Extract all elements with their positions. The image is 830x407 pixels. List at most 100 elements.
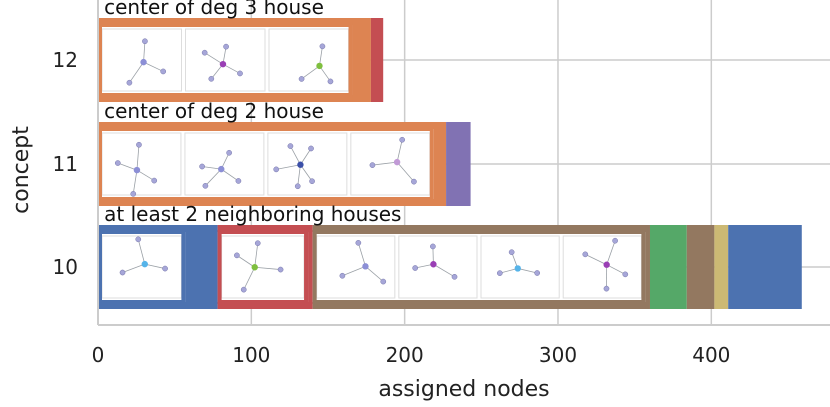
motif-panel <box>316 235 396 299</box>
motif-edge <box>357 242 366 267</box>
bar-segment <box>370 18 384 102</box>
motif-edge <box>365 266 384 282</box>
motif-frame-border <box>217 230 309 304</box>
motif-node <box>319 43 326 50</box>
motif-center-node <box>141 260 148 268</box>
motif-panel <box>101 132 182 196</box>
bar-segment <box>728 225 802 309</box>
motif-edge <box>606 264 626 275</box>
motif-node <box>142 38 148 45</box>
bar-annotation: center of deg 3 house <box>104 0 324 19</box>
x-tick-label: 300 <box>539 343 577 367</box>
x-tick-label: 100 <box>232 343 270 367</box>
motif-edge <box>319 46 323 66</box>
motif-center-node <box>316 62 323 70</box>
motif-node <box>119 269 126 276</box>
bar-10: at least 2 neighboring houses <box>98 202 802 309</box>
motif-edge <box>517 268 538 274</box>
motif-edge <box>606 240 616 265</box>
motif-edge <box>301 65 320 80</box>
motif-edge <box>433 263 455 278</box>
motif-node <box>126 79 133 86</box>
motif-frame-border <box>98 230 186 304</box>
motif-edge <box>117 162 138 171</box>
motif-panel <box>101 235 182 299</box>
motif-center-node <box>218 165 225 173</box>
motif-node <box>136 141 142 148</box>
x-axis-label: assigned nodes <box>378 377 549 402</box>
motif-node <box>582 251 589 258</box>
motif-node <box>612 237 618 244</box>
motif-edge <box>342 265 366 277</box>
motif-node <box>339 272 346 279</box>
motif-panel <box>184 132 265 196</box>
motif-edge <box>297 164 301 187</box>
axes <box>97 0 830 326</box>
motif-node <box>199 163 205 170</box>
motif-edge <box>396 161 415 182</box>
motif-node <box>235 178 242 184</box>
x-tick-label: 200 <box>386 343 424 367</box>
motif-node <box>327 78 334 85</box>
motif-edge <box>132 170 138 194</box>
motif-node <box>412 265 419 271</box>
motif-edge <box>254 243 259 268</box>
motif-panel <box>480 235 560 299</box>
motif-center-node <box>297 161 304 168</box>
motif-node <box>534 270 541 276</box>
motif-center-node <box>430 261 437 268</box>
motif-panel <box>267 132 348 196</box>
motif-node <box>202 182 209 189</box>
motif-edge <box>136 169 155 181</box>
motif-node <box>287 143 294 149</box>
motif-edge <box>202 166 222 170</box>
motif-center-node <box>362 263 369 270</box>
motif-edge <box>144 263 166 269</box>
motif-node <box>130 191 137 197</box>
y-tick-label: 11 <box>53 152 78 176</box>
motif-panel <box>221 235 305 299</box>
motif-panel <box>350 132 431 196</box>
y-tick-label: 10 <box>53 255 78 279</box>
motif-node <box>508 249 515 256</box>
motif-center-node <box>251 264 258 271</box>
motif-node <box>603 285 610 292</box>
motif-center-node <box>133 166 141 174</box>
motif-edge <box>290 145 301 165</box>
x-ticks: 0 100 200 300 400 <box>92 343 731 367</box>
motif-node <box>234 252 240 259</box>
motif-node <box>622 271 629 278</box>
motif-frame-border <box>98 127 434 201</box>
motif-edge <box>143 61 164 72</box>
motif-frame-border <box>98 23 353 97</box>
y-tick-label: 12 <box>53 48 78 72</box>
bar-11: center of deg 2 house <box>98 99 471 206</box>
motif-panel <box>562 235 642 299</box>
motif-edge <box>254 266 281 270</box>
motif-node <box>226 149 232 156</box>
motif-edge <box>243 267 256 290</box>
bar-12: center of deg 3 house <box>98 0 384 102</box>
motif-node <box>451 273 458 280</box>
bar-annotation: at least 2 neighboring houses <box>104 202 401 226</box>
motif-edge <box>222 63 241 74</box>
motif-node <box>254 240 261 247</box>
x-tick-label: 400 <box>692 343 730 367</box>
bar-segment <box>446 122 471 206</box>
motif-edge <box>136 144 140 171</box>
motif-node <box>135 236 142 243</box>
motif-node <box>162 265 168 272</box>
bar-segment <box>686 225 715 309</box>
motif-center-node <box>603 261 610 268</box>
bar-segment <box>714 225 729 309</box>
motif-edge <box>585 253 607 266</box>
motif-node <box>294 183 301 190</box>
bar-annotation: center of deg 2 house <box>104 99 324 123</box>
motif-edge <box>129 61 144 83</box>
motif-edge <box>221 168 239 182</box>
motif-node <box>298 76 305 82</box>
motif-edge <box>137 239 146 265</box>
motif-edge <box>204 52 224 65</box>
motif-node <box>160 68 167 75</box>
bar-segment <box>649 225 687 309</box>
